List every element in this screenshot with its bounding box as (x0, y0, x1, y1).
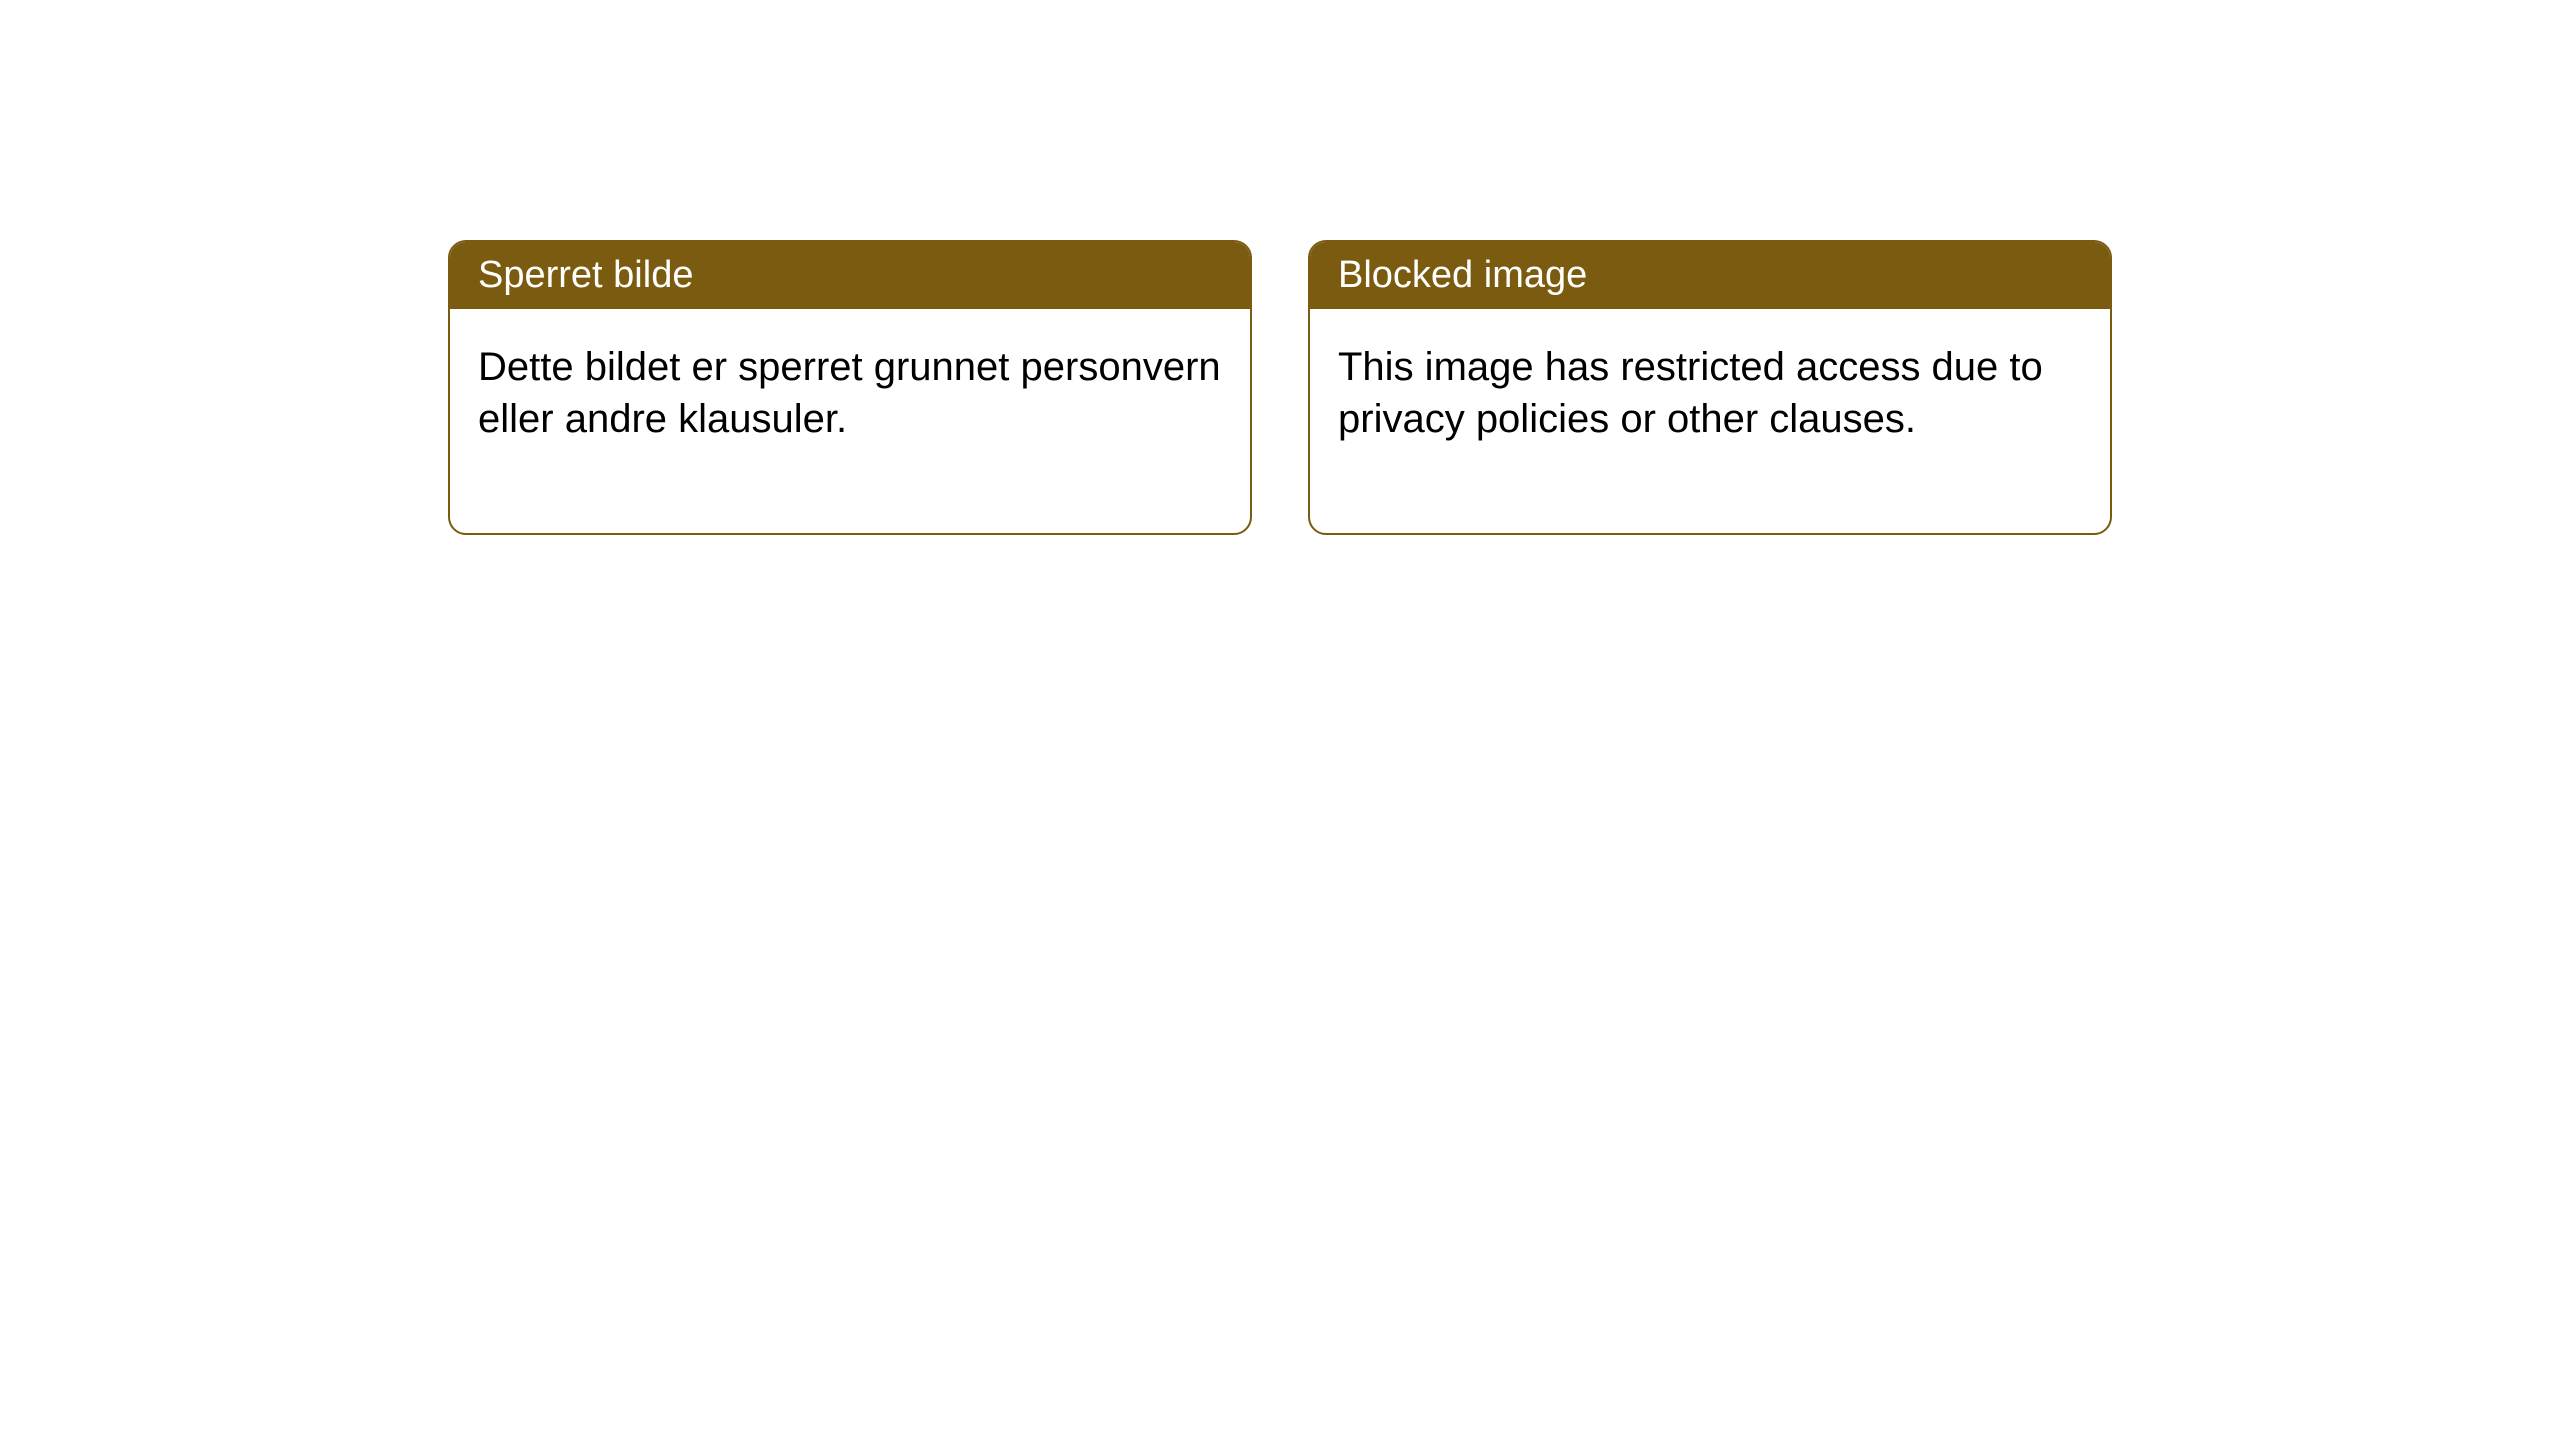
notice-card-english: Blocked image This image has restricted … (1308, 240, 2112, 535)
notice-body: Dette bildet er sperret grunnet personve… (450, 309, 1250, 533)
notice-header: Blocked image (1310, 242, 2110, 309)
notice-container: Sperret bilde Dette bildet er sperret gr… (448, 240, 2112, 535)
notice-body: This image has restricted access due to … (1310, 309, 2110, 533)
notice-card-norwegian: Sperret bilde Dette bildet er sperret gr… (448, 240, 1252, 535)
notice-header: Sperret bilde (450, 242, 1250, 309)
